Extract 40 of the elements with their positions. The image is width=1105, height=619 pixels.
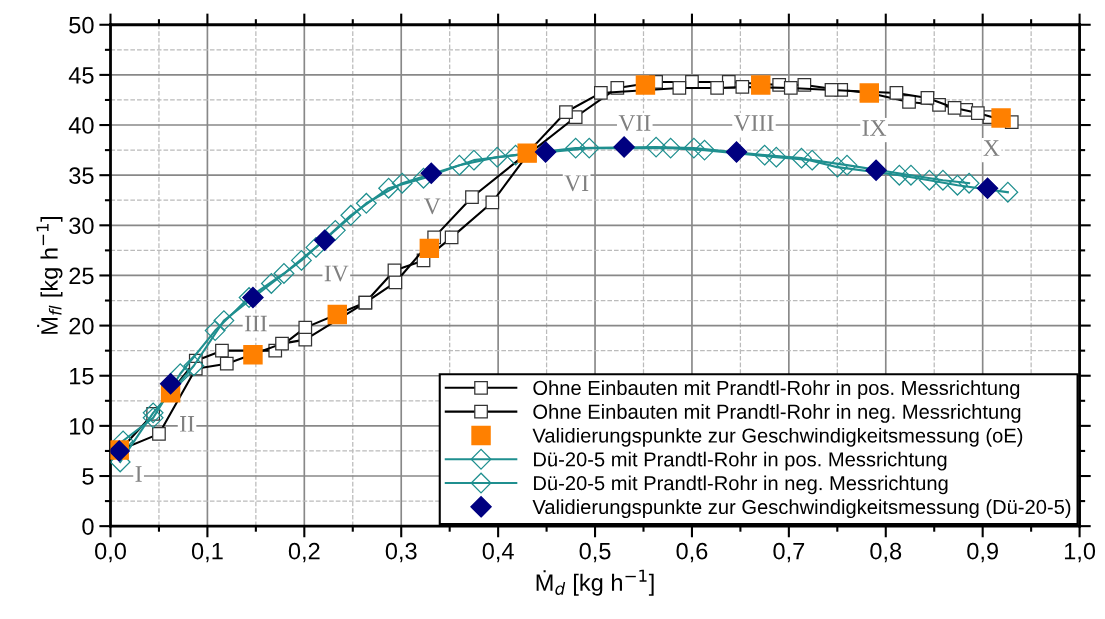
x-tick-label: 0,1 <box>191 542 223 563</box>
x-axis-title: Ṁ$_{d}$ [kg h$^{−1}$] <box>536 569 654 596</box>
y-tick-label: 30 <box>69 217 94 235</box>
annotation: V <box>423 198 441 215</box>
x-tick-label: 0,5 <box>579 542 611 563</box>
y-tick-label: 20 <box>69 317 94 335</box>
legend-label: Dü-20-5 mit Prandtl-Rohr in pos. Messrichtung <box>534 451 947 471</box>
x-tick-label: 0,9 <box>967 542 998 563</box>
y-tick-label: 15 <box>70 368 94 385</box>
x-tick-label: 0,2 <box>288 542 320 563</box>
annotation: IX <box>862 120 887 136</box>
annotation: VII <box>618 115 651 132</box>
annotation: III <box>244 315 267 332</box>
annotation: X <box>983 140 1000 156</box>
y-tick-label: 10 <box>70 417 94 435</box>
legend-label: Validierungspunkte zur Geschwindigkeitsmessung (oE) <box>532 427 1023 447</box>
x-tick-label: 0,0 <box>95 542 126 563</box>
annotation: IV <box>324 265 349 282</box>
annotation: VIII <box>733 115 774 132</box>
x-tick-label: 0,6 <box>676 542 708 563</box>
annotation: VI <box>564 175 589 192</box>
y-tick-label: 35 <box>69 167 94 184</box>
x-tick-label: 0,7 <box>773 542 805 563</box>
y-tick-label: 45 <box>68 67 94 84</box>
y-tick-label: 0 <box>82 518 94 535</box>
legend-label: Dü-20-5 mit Prandtl-Rohr in neg. Messrichtung <box>534 475 948 495</box>
legend-label: Ohne Einbauten mit Prandtl-Rohr in pos. Messrichtung <box>533 380 1020 400</box>
legend-label: Validierungspunkte zur Geschwindigkeitsmessung (Dü-20-5) <box>532 499 1071 519</box>
y-tick-label: 50 <box>69 16 94 34</box>
x-tick-label: 0,8 <box>870 542 902 563</box>
y-tick-label: 40 <box>68 117 94 134</box>
legend-label: Ohne Einbauten mit Prandtl-Rohr in neg. Messrichtung <box>533 404 1021 423</box>
x-tick-label: 0,4 <box>482 542 514 563</box>
y-tick-label: 5 <box>82 468 94 485</box>
y-tick-label: 25 <box>69 267 94 285</box>
x-tick-label: 0,3 <box>385 542 417 563</box>
y-axis-title: Ṁ$_{fl}$ [kg h$^{−1}$] <box>36 216 63 334</box>
annotation: II <box>180 416 195 432</box>
x-tick-label: 1,0 <box>1064 542 1096 563</box>
annotation: I <box>135 466 142 482</box>
